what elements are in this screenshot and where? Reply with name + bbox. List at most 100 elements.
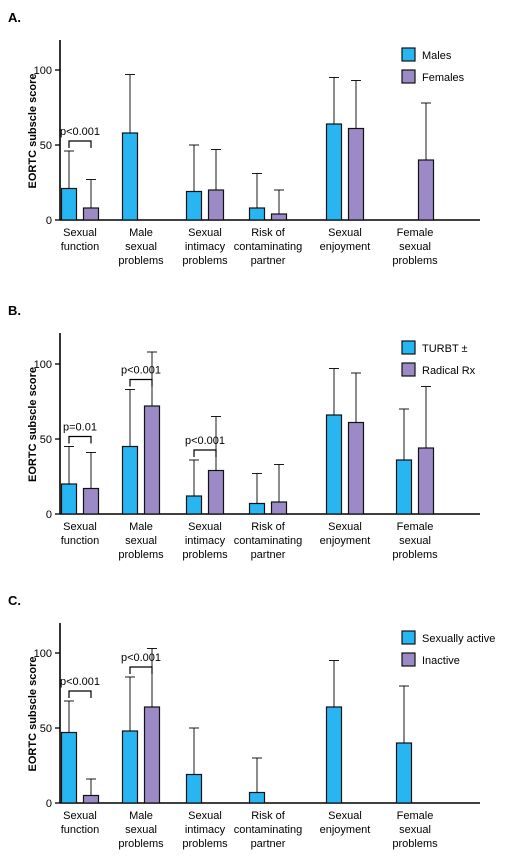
y-tick-label: 100 xyxy=(34,65,52,77)
x-tick-label: contaminating xyxy=(234,241,303,253)
bar xyxy=(60,731,78,804)
x-tick-label: partner xyxy=(251,255,286,267)
bar xyxy=(82,794,100,804)
significance-bracket xyxy=(68,690,92,698)
legend-swatch xyxy=(401,362,416,377)
x-tick-label: Female xyxy=(397,810,434,822)
y-tick-label: 0 xyxy=(46,798,52,810)
x-tick-label: Sexual xyxy=(328,810,362,822)
bar xyxy=(395,459,413,515)
bar xyxy=(325,414,343,515)
legend-label: Sexually active xyxy=(422,633,495,645)
x-tick-label: Male xyxy=(129,227,153,239)
panel-3: C. EORTC subscle score 0 50 100 Sexual functio… xyxy=(8,593,495,850)
y-tick-label: 0 xyxy=(46,215,52,227)
bar xyxy=(207,189,225,221)
legend-swatch xyxy=(401,69,416,84)
legend-swatch xyxy=(401,340,416,355)
legend-label: Males xyxy=(422,50,452,62)
x-tick-label: Sexual xyxy=(63,227,97,239)
x-tick-label: Male xyxy=(129,810,153,822)
bar xyxy=(185,773,203,804)
x-tick-label: problems xyxy=(118,549,164,561)
x-tick-label: problems xyxy=(392,549,438,561)
panel-label: C. xyxy=(8,593,21,608)
x-tick-label: Sexual xyxy=(188,227,222,239)
panel-2: B. EORTC subscle score 0 50 100 Sexual functio… xyxy=(8,303,480,561)
bar xyxy=(417,159,435,221)
y-tick-label: 50 xyxy=(40,140,52,152)
x-tick-label: Sexual xyxy=(328,521,362,533)
x-tick-label: partner xyxy=(251,549,286,561)
y-tick-label: 0 xyxy=(46,509,52,521)
legend-swatch xyxy=(401,630,416,645)
y-tick-label: 50 xyxy=(40,434,52,446)
bar xyxy=(143,706,161,804)
significance-bracket xyxy=(129,666,153,674)
x-tick-label: Sexual xyxy=(188,810,222,822)
x-tick-label: problems xyxy=(118,838,164,850)
bar xyxy=(395,742,413,804)
significance-bracket xyxy=(193,449,217,457)
bar xyxy=(325,706,343,804)
bar xyxy=(248,791,266,804)
bar xyxy=(347,127,365,221)
x-tick-label: contaminating xyxy=(234,535,303,547)
x-tick-label: problems xyxy=(182,255,228,267)
significance-bracket xyxy=(68,435,92,444)
y-tick-label: 100 xyxy=(34,648,52,660)
bar xyxy=(270,213,288,221)
significance-label: p<0.001 xyxy=(60,126,100,138)
significance-label: p<0.001 xyxy=(60,676,100,688)
x-tick-label: Sexual xyxy=(63,810,97,822)
bar xyxy=(121,445,139,515)
x-tick-label: function xyxy=(61,241,100,253)
y-axis-title: EORTC subscle score xyxy=(27,74,39,189)
significance-bracket xyxy=(129,378,153,387)
legend-label: Females xyxy=(422,72,465,84)
y-axis-title: EORTC subscle score xyxy=(27,657,39,772)
x-tick-label: sexual xyxy=(125,824,157,836)
x-tick-label: problems xyxy=(392,838,438,850)
x-tick-label: sexual xyxy=(399,535,431,547)
x-tick-label: intimacy xyxy=(185,824,226,836)
bar xyxy=(248,207,266,221)
y-tick-label: 100 xyxy=(34,359,52,371)
x-tick-label: contaminating xyxy=(234,824,303,836)
x-tick-label: Female xyxy=(397,227,434,239)
x-tick-label: enjoyment xyxy=(320,824,371,836)
x-tick-label: partner xyxy=(251,838,286,850)
x-tick-label: enjoyment xyxy=(320,535,371,547)
bar xyxy=(60,483,78,515)
bar xyxy=(248,502,266,515)
panel-label: B. xyxy=(8,303,21,318)
x-tick-label: problems xyxy=(182,549,228,561)
x-tick-label: Sexual xyxy=(188,521,222,533)
panel-label: A. xyxy=(8,10,21,25)
bar xyxy=(347,421,365,515)
bar xyxy=(207,469,225,515)
bar xyxy=(325,123,343,221)
bar xyxy=(185,495,203,515)
x-tick-label: problems xyxy=(118,255,164,267)
y-tick-label: 50 xyxy=(40,723,52,735)
bar xyxy=(60,187,78,221)
x-tick-label: enjoyment xyxy=(320,241,371,253)
x-tick-label: intimacy xyxy=(185,241,226,253)
significance-label: p<0.001 xyxy=(121,652,161,664)
x-tick-label: problems xyxy=(392,255,438,267)
x-tick-label: Risk of xyxy=(251,227,286,239)
x-tick-label: Sexual xyxy=(328,227,362,239)
bar xyxy=(121,132,139,221)
significance-bracket xyxy=(68,140,92,148)
bar xyxy=(82,207,100,221)
significance-label: p<0.001 xyxy=(185,435,225,447)
bar xyxy=(417,447,435,515)
significance-label: p=0.01 xyxy=(63,422,97,434)
bar xyxy=(143,405,161,515)
x-tick-label: Male xyxy=(129,521,153,533)
x-tick-label: Female xyxy=(397,521,434,533)
legend-label: TURBT ± xyxy=(422,343,468,355)
bar xyxy=(270,501,288,515)
